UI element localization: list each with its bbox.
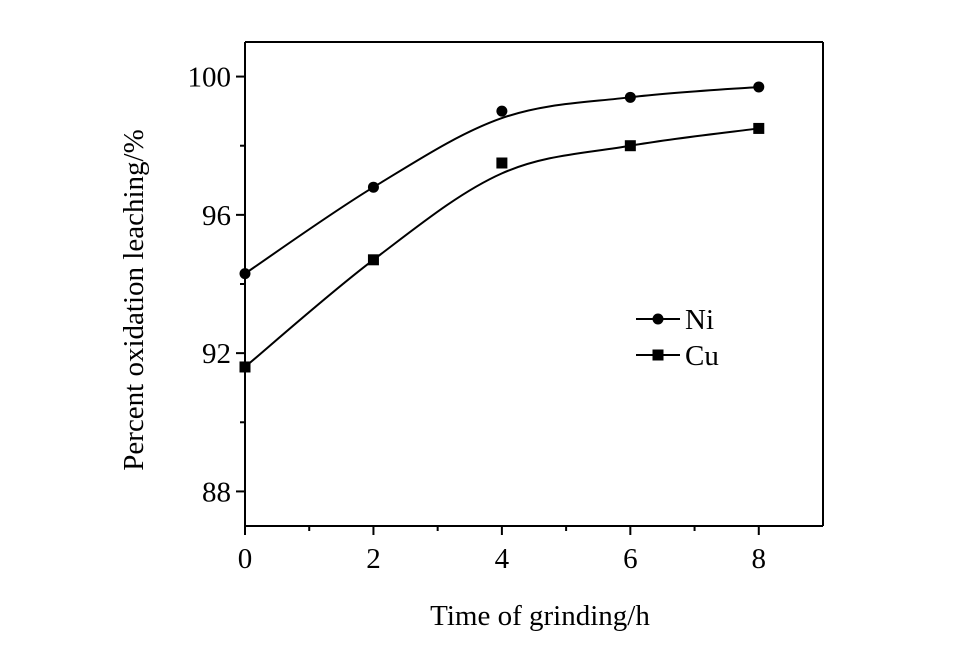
data-point-ni: [753, 81, 765, 93]
legend: Ni Cu: [636, 304, 719, 372]
data-point-ni: [239, 268, 251, 280]
series-layer: [239, 81, 765, 373]
y-tick-label: 100: [188, 62, 232, 94]
legend-marker-ni: [652, 313, 664, 325]
plot-frame: [244, 41, 824, 527]
data-point-ni: [624, 91, 636, 103]
x-axis-label: Time of grinding/h: [430, 600, 650, 632]
y-axis-label: Percent oxidation leaching/%: [118, 129, 150, 470]
x-tick-label: 4: [495, 543, 510, 575]
data-point-cu: [239, 361, 251, 373]
legend-label-ni: Ni: [685, 304, 714, 336]
data-point-ni: [367, 181, 379, 193]
data-point-cu: [624, 140, 636, 152]
x-tick-label: 0: [238, 543, 253, 575]
data-point-cu: [496, 157, 508, 169]
x-tick-label: 8: [752, 543, 767, 575]
x-tick-label: 2: [366, 543, 381, 575]
series-line-ni: [244, 85, 759, 275]
y-tick-label: 88: [202, 476, 231, 508]
data-point-ni: [496, 105, 508, 117]
x-axis-ticks: 0 2 4 6 8: [238, 526, 766, 575]
data-point-cu: [367, 254, 379, 266]
y-tick-label: 96: [202, 200, 231, 232]
x-tick-label: 6: [623, 543, 638, 575]
y-tick-label: 92: [202, 338, 231, 370]
y-axis-ticks: 88 92 96 100: [188, 62, 245, 508]
data-point-cu: [753, 122, 765, 134]
legend-marker-cu: [652, 349, 664, 361]
legend-label-cu: Cu: [685, 340, 719, 372]
series-line-cu: [244, 127, 759, 368]
